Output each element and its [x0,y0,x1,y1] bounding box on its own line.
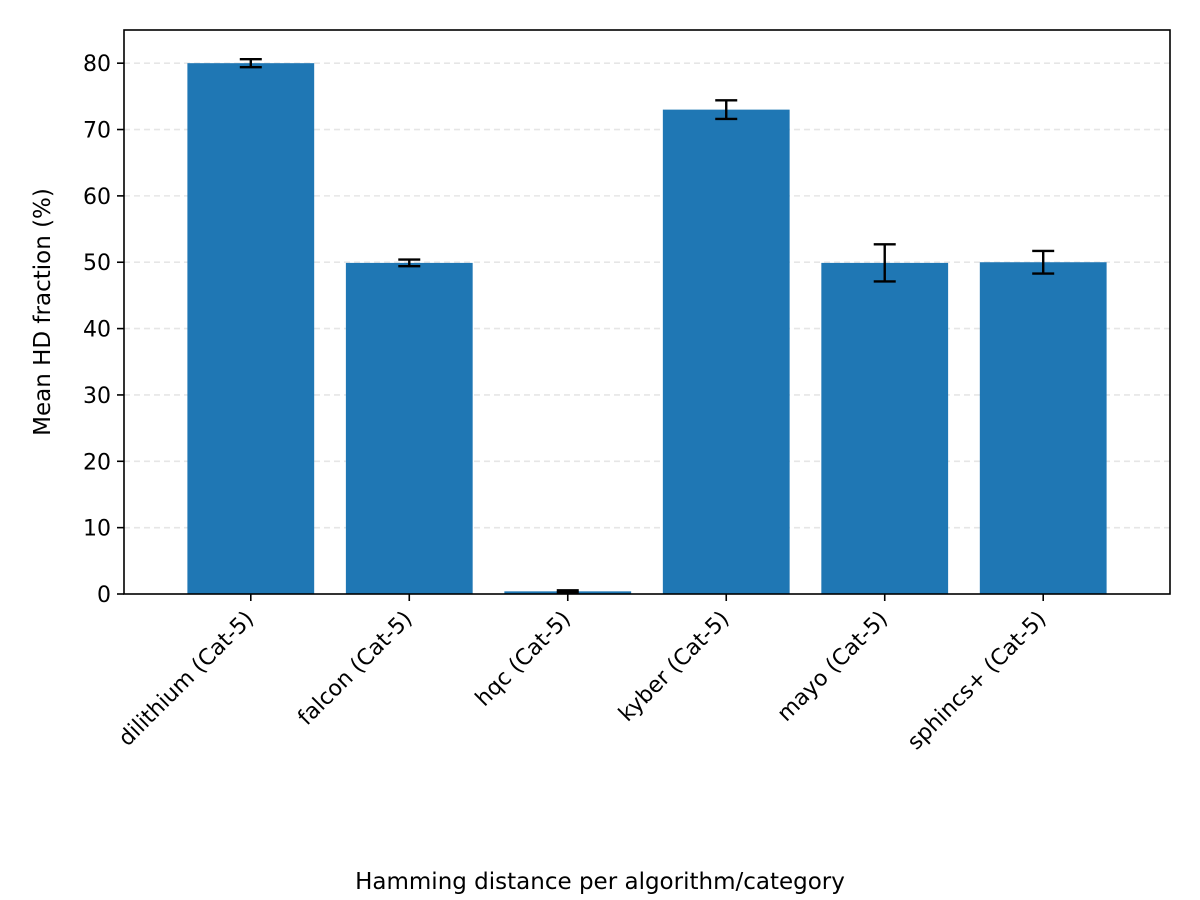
y-tick-label: 10 [83,517,111,542]
error-bar [239,57,262,69]
y-tick-label: 60 [83,185,111,210]
error-bar [1032,249,1055,275]
bar [345,262,473,594]
bar [187,63,315,595]
y-tick-label: 20 [83,450,111,475]
y-axis-title: Mean HD fraction (%) [30,188,56,436]
y-tick-label: 0 [97,583,111,608]
bar [979,262,1107,594]
x-tick-label: falcon (Cat-5) [293,607,417,731]
x-tick-label: dilithium (Cat-5) [114,607,259,752]
error-bar [398,258,421,268]
x-axis-ticks: dilithium (Cat-5) falcon (Cat-5) hqc (Cat-… [114,594,1051,755]
bar [821,262,949,594]
bars [187,63,1107,595]
error-bar [715,99,738,121]
x-tick-label: kyber (Cat-5) [614,607,734,727]
y-tick-label: 80 [83,52,111,77]
x-tick-label: hqc (Cat-5) [471,607,576,712]
x-axis-title: Hamming distance per algorithm/category [355,869,845,895]
plot-frame [123,29,1171,595]
y-tick-label: 50 [83,251,111,276]
x-tick-label: mayo (Cat-5) [773,607,893,727]
y-tick-label: 70 [83,119,111,144]
y-axis-ticks: 0 10 20 30 40 50 60 70 80 [83,52,124,608]
y-tick-label: 30 [83,384,111,409]
error-bar [873,243,896,283]
error-bar [556,589,579,594]
y-tick-label: 40 [83,318,111,343]
x-tick-label: sphincs+ (Cat-5) [903,607,1051,755]
error-bars [239,57,1055,594]
bar [662,109,790,594]
